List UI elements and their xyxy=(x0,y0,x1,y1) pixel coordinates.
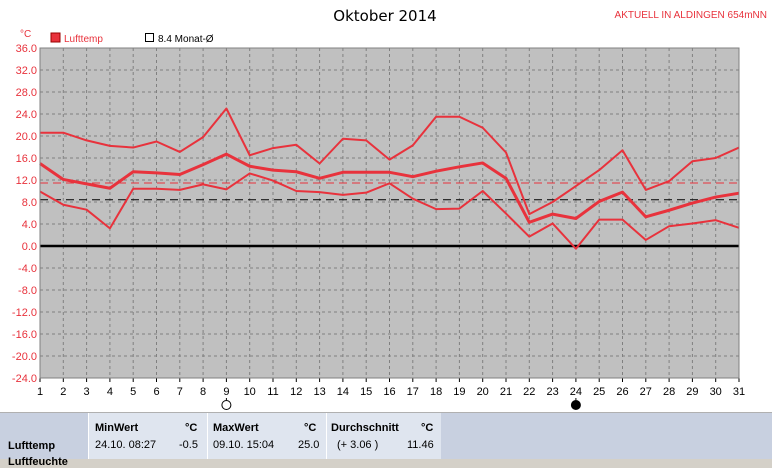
y-tick-label: -4.0 xyxy=(18,263,37,275)
x-tick-label: 11 xyxy=(267,386,278,398)
y-tick-label: 32.0 xyxy=(16,65,37,77)
y-tick-labels: 36.0 32.0 28.0 24.0 20.0 16.0 12.0 8.0 4.0 0.0 -4.… xyxy=(12,43,37,385)
x-tick-label: 28 xyxy=(663,386,675,398)
x-tick-label: 20 xyxy=(477,386,489,398)
legend-label-monat: 8.4 Monat-Ø xyxy=(158,34,214,45)
x-tick-label: 27 xyxy=(640,386,652,398)
y-tick-label: -12.0 xyxy=(12,307,37,319)
x-tick-label: 10 xyxy=(244,386,256,398)
x-tick-label: 17 xyxy=(407,386,419,398)
legend-marker-lufttemp xyxy=(50,32,61,43)
legend-marker-monat xyxy=(145,33,154,42)
series-line-avg xyxy=(39,152,740,224)
avg-value: 11.46 xyxy=(407,439,434,451)
x-tick-label: 15 xyxy=(360,386,372,398)
legend-label-lufttemp: Lufttemp xyxy=(64,34,103,45)
max-value: 25.0 xyxy=(298,439,320,451)
temperature-chart: 36.0 32.0 28.0 24.0 20.0 16.0 12.0 8.0 4.0 0.0 -4.… xyxy=(0,0,772,412)
min-when: 24.10. 08:27 xyxy=(95,439,157,451)
x-tick-label: 6 xyxy=(153,386,159,398)
max-when: 09.10. 15:04 xyxy=(213,439,275,451)
avg-header: Durchschnitt xyxy=(331,422,399,434)
y-tick-label: 8.0 xyxy=(22,197,37,209)
x-tick-label: 5 xyxy=(130,386,136,398)
x-tick-labels: 1 2 3 4 5 6 7 8 9 10 11 12 13 14 15 16 17 18 19 20 21 22 23 24 2… xyxy=(37,378,745,398)
series-line-min xyxy=(39,172,740,250)
avg-when: (+ 3.06 ) xyxy=(337,439,379,451)
y-tick-label: 4.0 xyxy=(22,219,37,231)
y-tick-label: 36.0 xyxy=(16,43,37,55)
y-tick-label: -24.0 xyxy=(12,373,37,385)
full-moon-icon xyxy=(221,400,232,410)
y-tick-label: 24.0 xyxy=(16,109,37,121)
x-tick-label: 25 xyxy=(593,386,605,398)
grid-lines xyxy=(39,47,740,379)
min-cell: MinWert °C 24.10. 08:27 -0.5 xyxy=(88,413,207,459)
series-line-max xyxy=(40,107,740,216)
x-tick-label: 24 xyxy=(570,386,582,398)
y-tick-label: 12.0 xyxy=(16,175,37,187)
station-label: AKTUELL IN ALDINGEN 654mNN xyxy=(615,10,767,21)
max-cell: MaxWert °C 09.10. 15:04 25.0 xyxy=(207,413,326,459)
x-tick-label: 23 xyxy=(546,386,558,398)
x-tick-label: 8 xyxy=(200,386,206,398)
x-tick-label: 2 xyxy=(60,386,66,398)
max-header: MaxWert xyxy=(213,422,259,434)
y-tick-label: 0.0 xyxy=(22,241,37,253)
y-tick-label: 20.0 xyxy=(16,131,37,143)
y-tick-label: -20.0 xyxy=(12,351,37,363)
stats-row-label: Lufttemp xyxy=(8,440,56,452)
x-tick-label: 13 xyxy=(313,386,325,398)
x-tick-label: 31 xyxy=(733,386,745,398)
x-tick-label: 18 xyxy=(430,386,442,398)
x-tick-label: 19 xyxy=(453,386,465,398)
y-axis-unit: °C xyxy=(20,29,31,40)
stats-panel: Lufttemp Luftfeuchte MinWert °C 24.10. 0… xyxy=(0,412,772,468)
min-header: MinWert xyxy=(95,422,139,434)
y-tick-label: -16.0 xyxy=(12,329,37,341)
max-unit: °C xyxy=(304,422,317,434)
x-tick-label: 30 xyxy=(710,386,722,398)
min-value: -0.5 xyxy=(179,439,198,451)
avg-cell: Durchschnitt °C (+ 3.06 ) 11.46 xyxy=(326,413,441,459)
x-tick-label: 3 xyxy=(84,386,90,398)
x-tick-label: 12 xyxy=(290,386,302,398)
series-lines xyxy=(39,107,740,250)
avg-unit: °C xyxy=(421,422,434,434)
x-tick-label: 4 xyxy=(107,386,113,398)
x-tick-label: 1 xyxy=(37,386,43,398)
x-tick-label: 16 xyxy=(383,386,395,398)
min-unit: °C xyxy=(185,422,198,434)
y-tick-label: -8.0 xyxy=(18,285,37,297)
new-moon-icon xyxy=(570,400,581,410)
x-tick-label: 26 xyxy=(616,386,628,398)
y-tick-label: 16.0 xyxy=(16,153,37,165)
chart-title: Oktober 2014 xyxy=(333,7,436,25)
moon-markers xyxy=(221,398,581,410)
x-tick-label: 29 xyxy=(686,386,698,398)
x-tick-label: 21 xyxy=(500,386,512,398)
y-tick-label: 28.0 xyxy=(16,87,37,99)
x-tick-label: 7 xyxy=(177,386,183,398)
x-tick-label: 9 xyxy=(223,386,229,398)
x-tick-label: 14 xyxy=(337,386,349,398)
x-tick-label: 22 xyxy=(523,386,535,398)
